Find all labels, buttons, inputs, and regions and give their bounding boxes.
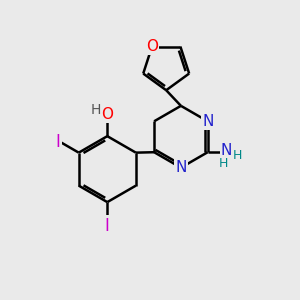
Text: H: H <box>232 149 242 162</box>
Text: H: H <box>91 103 101 117</box>
Text: I: I <box>105 217 110 235</box>
Text: O: O <box>146 39 158 54</box>
Text: O: O <box>101 106 113 122</box>
Text: N: N <box>175 160 187 175</box>
Text: N: N <box>221 143 232 158</box>
Text: I: I <box>56 133 61 151</box>
Text: N: N <box>202 114 213 129</box>
Text: H: H <box>218 157 228 170</box>
